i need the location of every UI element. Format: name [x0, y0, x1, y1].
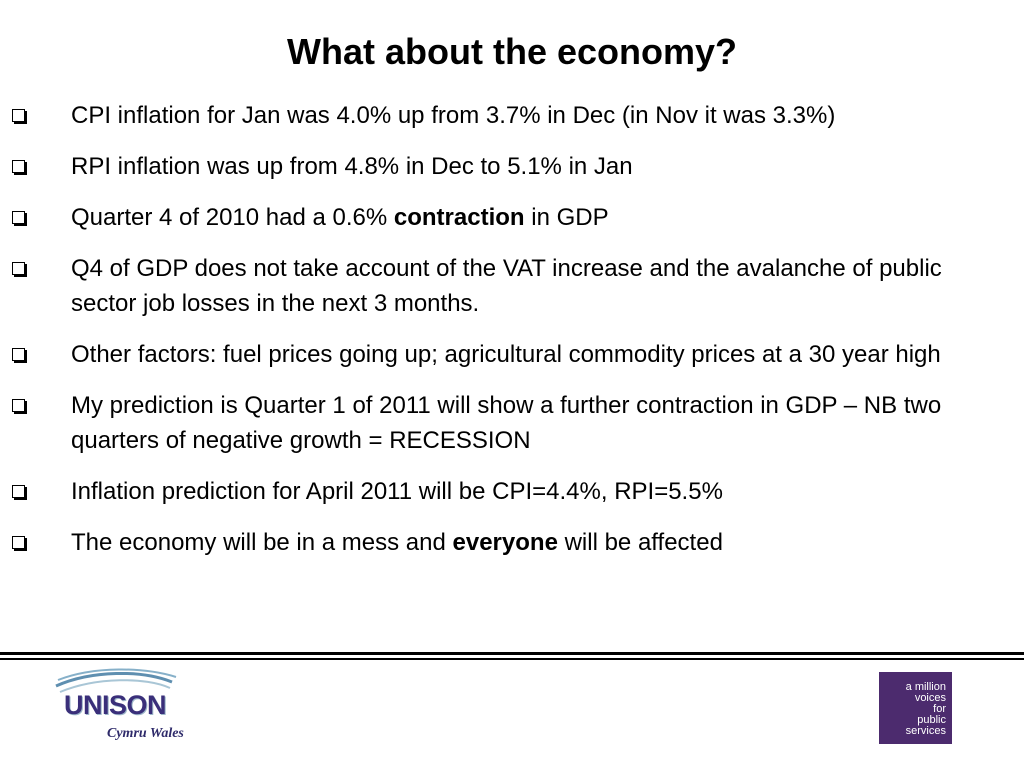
logo-line: public — [917, 714, 946, 726]
logo-line: for — [933, 703, 946, 715]
million-voices-text: a million voices for public services — [906, 682, 946, 737]
bullet-text-post: in GDP — [524, 204, 609, 231]
bullet-item: The economy will be in a mess and everyo… — [0, 525, 1024, 560]
footer-divider-thin — [0, 658, 1024, 660]
bullet-text: Other factors: fuel prices going up; agr… — [71, 341, 941, 368]
checkbox-bullet-icon — [12, 485, 25, 498]
checkbox-bullet-icon — [12, 160, 25, 173]
footer-divider-thick — [0, 652, 1024, 655]
bullet-text: Q4 of GDP does not take account of the V… — [71, 255, 942, 317]
checkbox-bullet-icon — [12, 109, 25, 122]
bullet-item: Inflation prediction for April 2011 will… — [0, 474, 1024, 509]
bullet-text-pre: Quarter 4 of 2010 had a 0.6% — [71, 204, 394, 231]
checkbox-bullet-icon — [12, 262, 25, 275]
checkbox-bullet-icon — [12, 348, 25, 361]
bullet-text-bold: everyone — [452, 529, 558, 556]
unison-wordmark: UNISON — [64, 690, 167, 720]
bullet-text: My prediction is Quarter 1 of 2011 will … — [71, 392, 942, 454]
bullet-item: Quarter 4 of 2010 had a 0.6% contraction… — [0, 200, 1024, 235]
checkbox-bullet-icon — [12, 211, 25, 224]
unison-swoosh-icon — [55, 668, 177, 693]
bullet-text: Inflation prediction for April 2011 will… — [71, 478, 723, 505]
logo-line: voices — [914, 692, 946, 704]
million-voices-logo: a million voices for public services — [879, 672, 952, 744]
logo-line: a million — [905, 681, 946, 693]
slide-title: What about the economy? — [287, 31, 737, 72]
unison-logo: UNISON Cymru Wales — [52, 668, 202, 748]
bullet-text: CPI inflation for Jan was 4.0% up from 3… — [71, 102, 836, 129]
bullet-text-post: will be affected — [557, 529, 723, 556]
bullet-item: RPI inflation was up from 4.8% in Dec to… — [0, 149, 1024, 184]
bullet-text: RPI inflation was up from 4.8% in Dec to… — [71, 153, 633, 180]
checkbox-bullet-icon — [12, 536, 25, 549]
checkbox-bullet-icon — [12, 399, 25, 412]
bullet-text-bold: contraction — [393, 204, 525, 231]
bullet-item: My prediction is Quarter 1 of 2011 will … — [0, 388, 1024, 458]
unison-subtitle: Cymru Wales — [107, 726, 184, 741]
bullet-text-pre: The economy will be in a mess and — [71, 529, 453, 556]
bullet-item: Q4 of GDP does not take account of the V… — [0, 251, 1024, 321]
bullet-item: Other factors: fuel prices going up; agr… — [0, 337, 1024, 372]
bullet-list: CPI inflation for Jan was 4.0% up from 3… — [0, 98, 1024, 576]
bullet-item: CPI inflation for Jan was 4.0% up from 3… — [0, 98, 1024, 133]
logo-line: services — [905, 725, 946, 737]
